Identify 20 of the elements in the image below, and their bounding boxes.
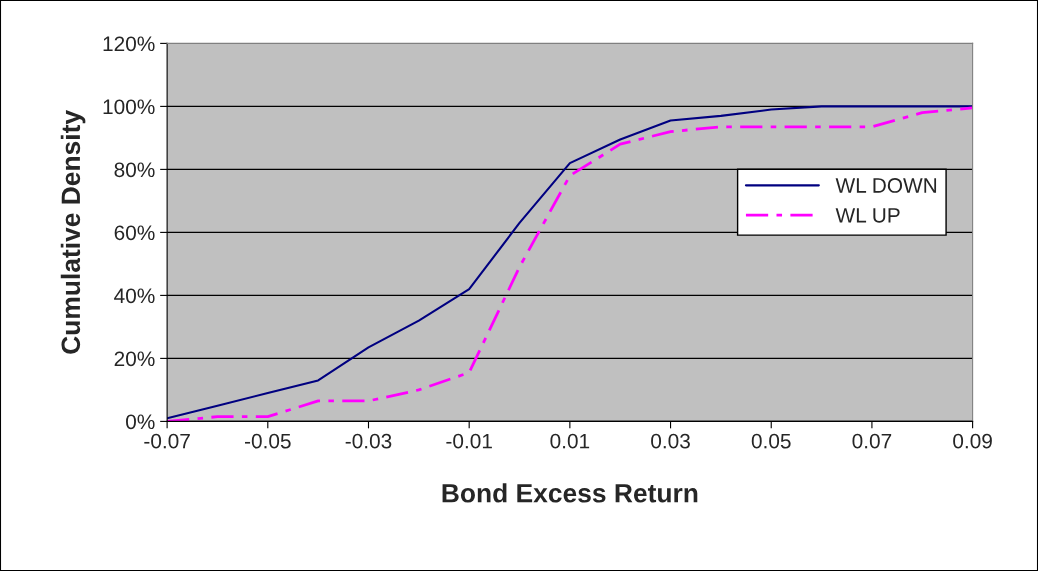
x-tick-label: 0.09 (953, 433, 992, 449)
y-tick-label: 80% (114, 162, 155, 178)
x-tick-label: -0.01 (446, 433, 492, 449)
x-tick-label: 0.01 (550, 433, 590, 449)
y-tick-label: 20% (114, 351, 155, 367)
y-tick-label: 40% (114, 288, 155, 304)
x-tick-label: 0.03 (651, 433, 690, 449)
x-tick-label: -0.05 (244, 433, 291, 449)
x-tick-label: 0.05 (751, 433, 791, 449)
x-tick-label: -0.03 (345, 433, 392, 449)
legend-label: WL UP (835, 208, 900, 223)
y-tick-label: 100% (103, 99, 155, 115)
y-tick-label: 0% (126, 414, 155, 430)
y-axis-title: Cumulative Density (60, 110, 86, 354)
y-tick-label: 60% (114, 225, 155, 241)
legend-label: WL DOWN (835, 178, 937, 193)
y-tick-label: 120% (103, 36, 155, 52)
x-tick-label: -0.07 (144, 433, 190, 449)
x-axis-title: Bond Excess Return (442, 483, 698, 503)
x-tick-label: 0.07 (852, 433, 892, 449)
